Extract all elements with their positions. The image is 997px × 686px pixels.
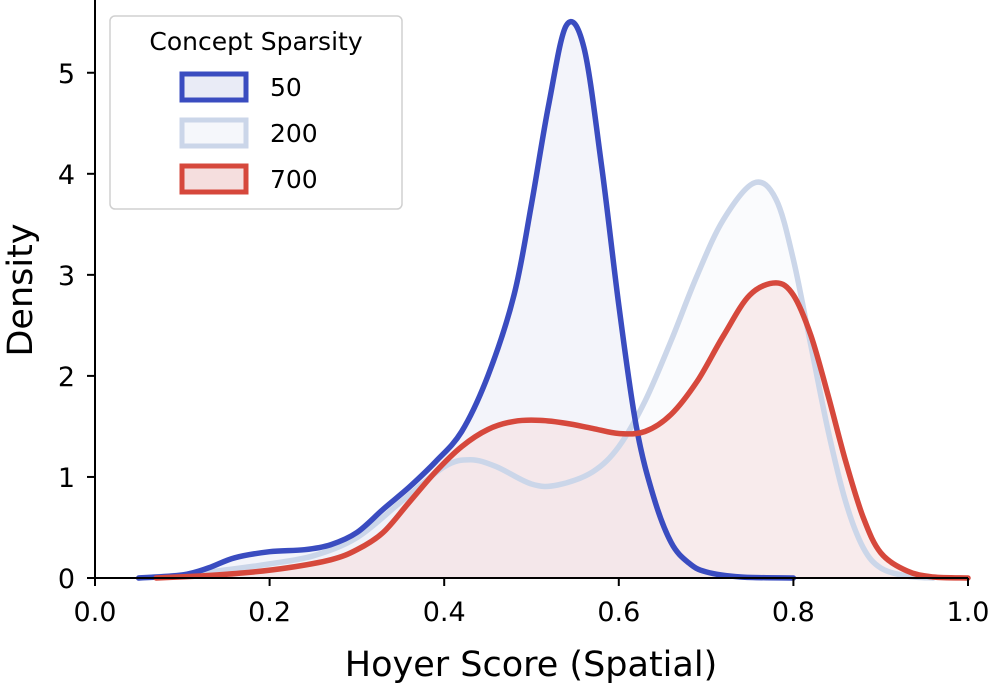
- x-ticks: 0.0 0.2 0.4 0.6 0.8 1.0: [74, 578, 990, 628]
- legend: Concept Sparsity 50 200 700: [109, 15, 403, 210]
- series-fills: [138, 21, 969, 579]
- legend-label-700: 700: [270, 165, 318, 194]
- y-tick-label: 2: [58, 362, 75, 393]
- y-ticks: 0 1 2 3 4 5: [58, 59, 95, 595]
- axes: [94, 0, 968, 579]
- area-fill-700: [156, 282, 969, 578]
- y-tick-label: 5: [58, 59, 75, 90]
- density-line-200: [135, 179, 936, 581]
- legend-swatch-50: [179, 71, 249, 103]
- y-tick-label: 1: [58, 463, 75, 494]
- y-tick-label: 4: [58, 160, 75, 191]
- x-tick-label: 0.6: [597, 597, 640, 628]
- y-tick-label: 3: [58, 261, 75, 292]
- x-tick-label: 1.0: [947, 597, 990, 628]
- density-line-700: [153, 280, 971, 581]
- legend-items: 50 200 700: [179, 71, 318, 195]
- density-line-50: [135, 18, 797, 581]
- legend-swatch-700: [179, 163, 249, 195]
- x-tick-label: 0.0: [74, 597, 117, 628]
- series-lines: [135, 18, 971, 581]
- x-tick-label: 0.8: [772, 597, 815, 628]
- legend-box: [109, 15, 403, 210]
- x-tick-label: 0.2: [248, 597, 291, 628]
- x-axis-label: Hoyer Score (Spatial): [345, 645, 717, 685]
- legend-swatch-200: [179, 117, 249, 149]
- legend-title: Concept Sparsity: [149, 27, 362, 56]
- x-tick-label: 0.4: [423, 597, 466, 628]
- legend-label-200: 200: [270, 119, 318, 148]
- y-axis-label: Density: [1, 223, 41, 356]
- legend-label-50: 50: [270, 73, 302, 102]
- y-tick-label: 0: [58, 564, 75, 595]
